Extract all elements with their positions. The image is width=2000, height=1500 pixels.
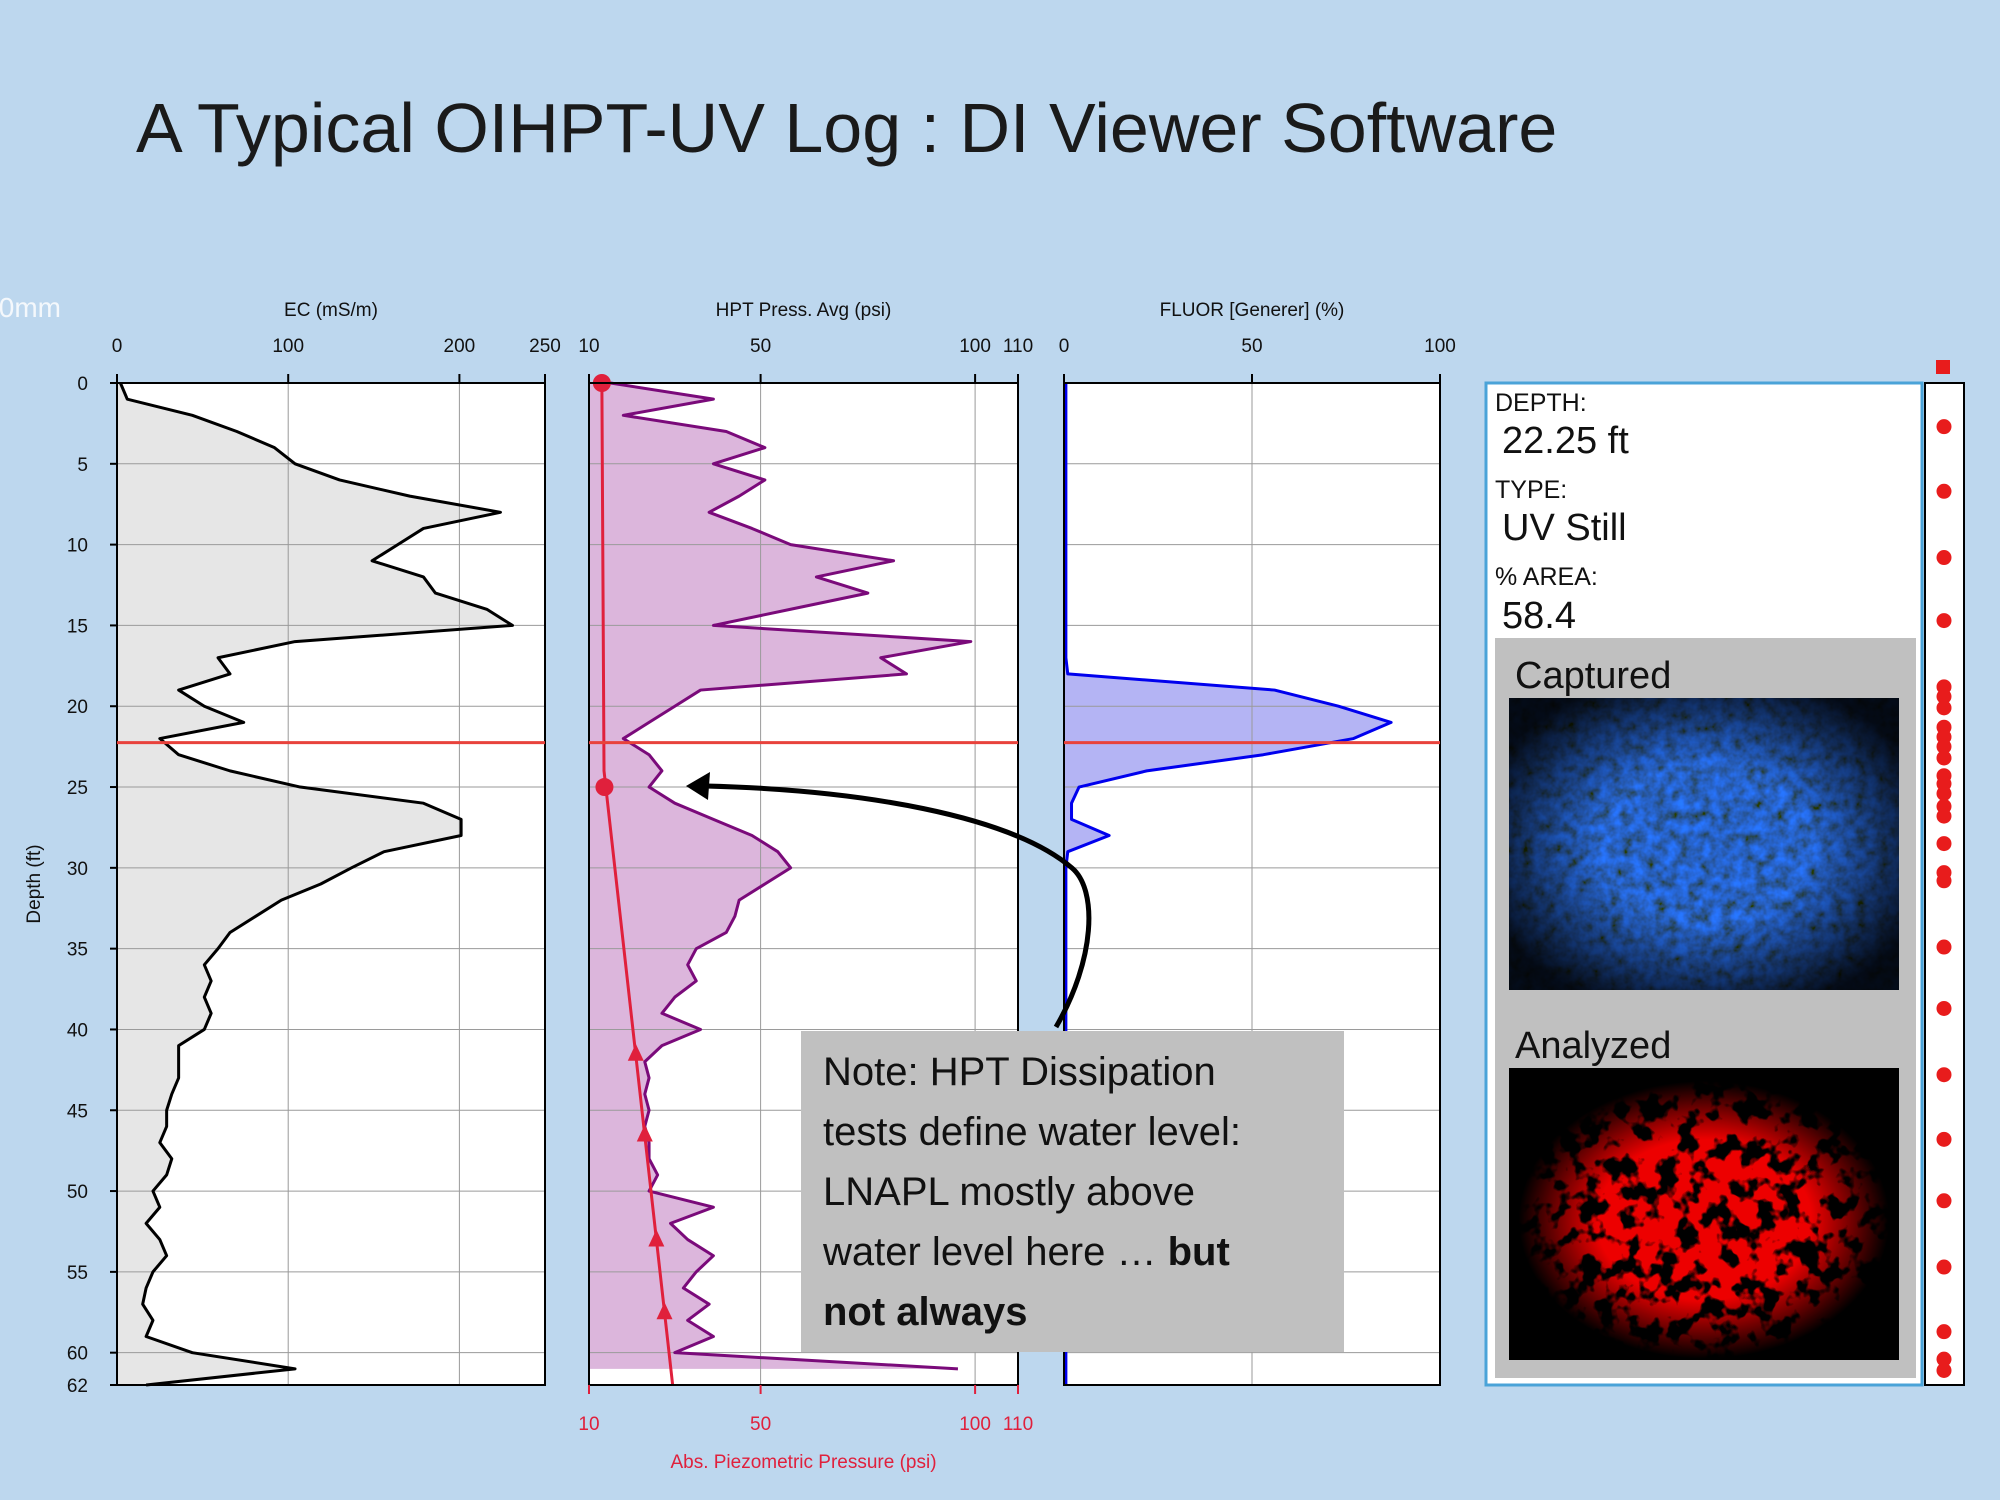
area-fill — [117, 383, 513, 1385]
analyzed-image — [1509, 1068, 1899, 1360]
note-text: water level here … — [822, 1230, 1168, 1274]
analyzed-label: Analyzed — [1515, 1025, 1671, 1067]
log-line — [610, 381, 973, 1371]
area-fill — [589, 383, 971, 1369]
depth-value: 22.25 ft — [1502, 420, 1629, 462]
x-tick-label: 100 — [272, 336, 304, 357]
x-tick-label: 0 — [112, 336, 123, 357]
note-box — [801, 1031, 1344, 1352]
track-title: EC (mS/m) — [284, 300, 378, 321]
track-title: FLUOR [Generer] (%) — [1160, 300, 1345, 321]
image-depth-dot — [1936, 1324, 1952, 1340]
x2-axis-title: Abs. Piezometric Pressure (psi) — [670, 1452, 936, 1473]
note-line: LNAPL mostly above — [823, 1170, 1195, 1214]
image-depth-dot — [1936, 750, 1952, 766]
y-tick-label: 10 — [67, 536, 88, 557]
image-depth-dot — [1936, 1362, 1952, 1378]
image-depth-dot — [1936, 739, 1952, 755]
area-value: 58.4 — [1502, 595, 1576, 637]
image-depth-dot — [1936, 700, 1952, 716]
x-tick-label: 100 — [959, 336, 991, 357]
image-depth-dot — [1936, 873, 1952, 889]
y-tick-label: 5 — [77, 455, 88, 476]
y-tick-label: 15 — [67, 616, 88, 637]
x-tick-label: 50 — [1241, 336, 1262, 357]
y-tick-label: 0 — [77, 374, 88, 395]
x-tick-label: 50 — [750, 336, 771, 357]
slide-title: A Typical OIHPT-UV Log : DI Viewer Softw… — [136, 89, 1557, 167]
dissipation-test — [656, 1302, 673, 1320]
x-tick-label: 10 — [578, 336, 599, 357]
y-axis-title: Depth (ft) — [24, 844, 45, 923]
y-tick-label: 20 — [67, 697, 88, 718]
image-depth-dot — [1936, 689, 1952, 705]
captured-vignette — [1509, 698, 1899, 990]
depth-label: DEPTH: — [1495, 389, 1587, 417]
note-text: Note: HPT Dissipation — [823, 1050, 1216, 1094]
cropped-label: 0mm — [0, 292, 61, 323]
area-label: % AREA: — [1495, 563, 1598, 591]
y-tick-label: 30 — [67, 859, 88, 880]
image-depth-dot — [1936, 483, 1952, 499]
x2-tick-label: 100 — [959, 1414, 991, 1435]
track-title: HPT Press. Avg (psi) — [716, 300, 892, 321]
dissipation-test — [648, 1229, 665, 1247]
image-depth-dot — [1936, 1067, 1952, 1083]
image-depth-dot — [1936, 550, 1952, 566]
dissipation-test — [636, 1124, 653, 1142]
captured-label: Captured — [1515, 655, 1671, 697]
piezometric-line — [600, 382, 675, 1386]
y-tick-label: 25 — [67, 778, 88, 799]
note-bold-line: not always — [823, 1290, 1028, 1334]
arrow-head — [686, 772, 710, 800]
y-tick-label: 50 — [67, 1182, 88, 1203]
track-border — [588, 382, 1019, 1386]
x2-tick-label: 10 — [578, 1414, 599, 1435]
dissipation-test — [595, 778, 614, 797]
image-depth-dot — [1936, 1351, 1952, 1367]
note-text: tests define water level: — [823, 1110, 1241, 1154]
y-tick-label: 55 — [67, 1263, 88, 1284]
track-border — [116, 382, 546, 1386]
x2-tick-label: 50 — [750, 1414, 771, 1435]
x-tick-label: 100 — [1424, 336, 1456, 357]
type-label: TYPE: — [1495, 476, 1567, 504]
image-depth-dot — [1936, 1131, 1952, 1147]
image-depth-dot — [1936, 419, 1952, 435]
strip-marker — [1936, 360, 1950, 374]
x2-tick-label: 110 — [1003, 1414, 1033, 1435]
image-depth-dot — [1936, 785, 1952, 801]
image-depth-dot — [1936, 1193, 1952, 1209]
log-line — [119, 382, 514, 1387]
image-depth-dot — [1936, 939, 1952, 955]
note-line: Note: HPT Dissipation — [823, 1050, 1216, 1094]
note-bold: but — [1168, 1230, 1230, 1274]
dissipation-test — [627, 1043, 644, 1061]
y-tick-label: 40 — [67, 1020, 88, 1041]
x-tick-label: 250 — [529, 336, 561, 357]
image-depth-dot — [1936, 836, 1952, 852]
arrow — [705, 783, 1092, 1029]
y-tick-label: 35 — [67, 940, 88, 961]
image-depth-dot — [1936, 808, 1952, 824]
type-value: UV Still — [1502, 507, 1627, 549]
note-text: LNAPL mostly above — [823, 1170, 1195, 1214]
y-tick-label: 62 — [67, 1376, 88, 1397]
y-tick-label: 60 — [67, 1344, 88, 1365]
note-line: tests define water level: — [823, 1110, 1241, 1154]
x-tick-label: 110 — [1003, 336, 1033, 357]
x-tick-label: 0 — [1059, 336, 1070, 357]
note: Note: HPT Dissipation tests define water … — [822, 1050, 1241, 1334]
x-tick-label: 200 — [444, 336, 476, 357]
note-line: water level here … but — [822, 1230, 1230, 1274]
image-depth-dot — [1936, 1259, 1952, 1275]
image-depth-dot — [1936, 613, 1952, 629]
y-tick-label: 45 — [67, 1101, 88, 1122]
image-depth-dot — [1936, 1000, 1952, 1016]
